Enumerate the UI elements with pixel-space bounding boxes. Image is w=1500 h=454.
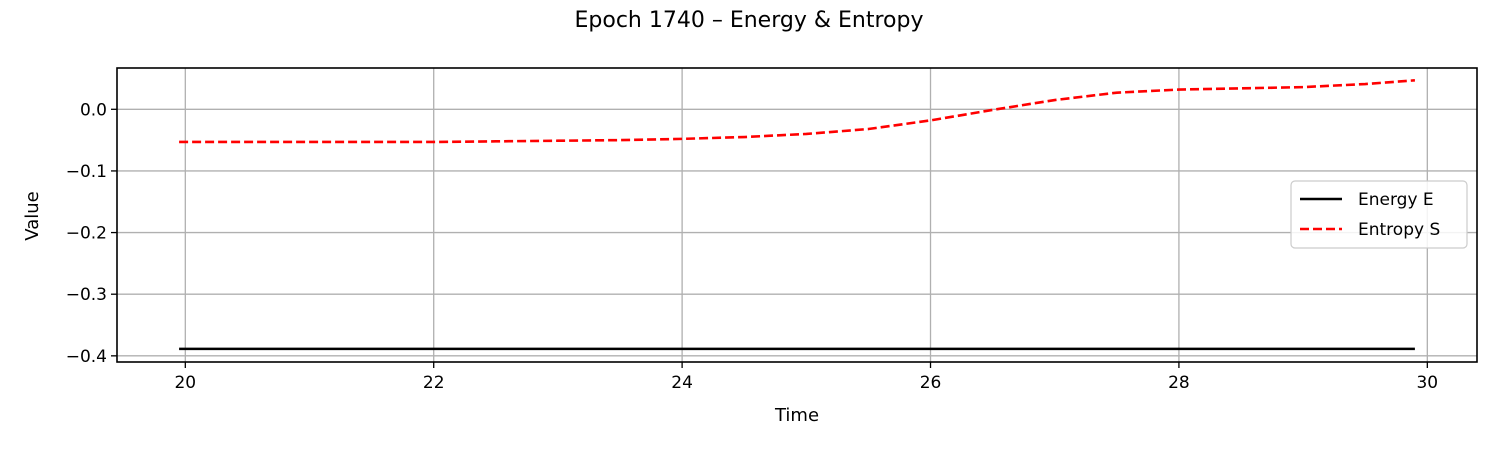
y-tick-label: −0.1	[66, 162, 107, 182]
legend-entropy-label: Entropy S	[1358, 220, 1440, 240]
x-tick-label: 24	[671, 373, 693, 393]
chart-title: Epoch 1740 – Energy & Entropy	[575, 8, 924, 33]
y-axis-label: Value	[22, 191, 43, 240]
plot-area-frame	[116, 67, 1478, 363]
y-tick-label: −0.3	[66, 285, 107, 305]
x-tick-label: 26	[920, 373, 942, 393]
x-tick-label: 22	[423, 373, 445, 393]
y-tick-label: −0.2	[66, 224, 107, 244]
x-axis-label: Time	[774, 405, 819, 426]
x-tick-label: 30	[1416, 373, 1438, 393]
x-tick-label: 20	[174, 373, 196, 393]
legend-energy-label: Energy E	[1358, 190, 1434, 210]
x-tick-label: 28	[1168, 373, 1190, 393]
y-tick-label: 0.0	[80, 100, 107, 120]
y-tick-label: −0.4	[66, 347, 107, 367]
entropy-series-line	[179, 79, 1415, 144]
legend: Energy E Entropy S	[1290, 180, 1468, 249]
